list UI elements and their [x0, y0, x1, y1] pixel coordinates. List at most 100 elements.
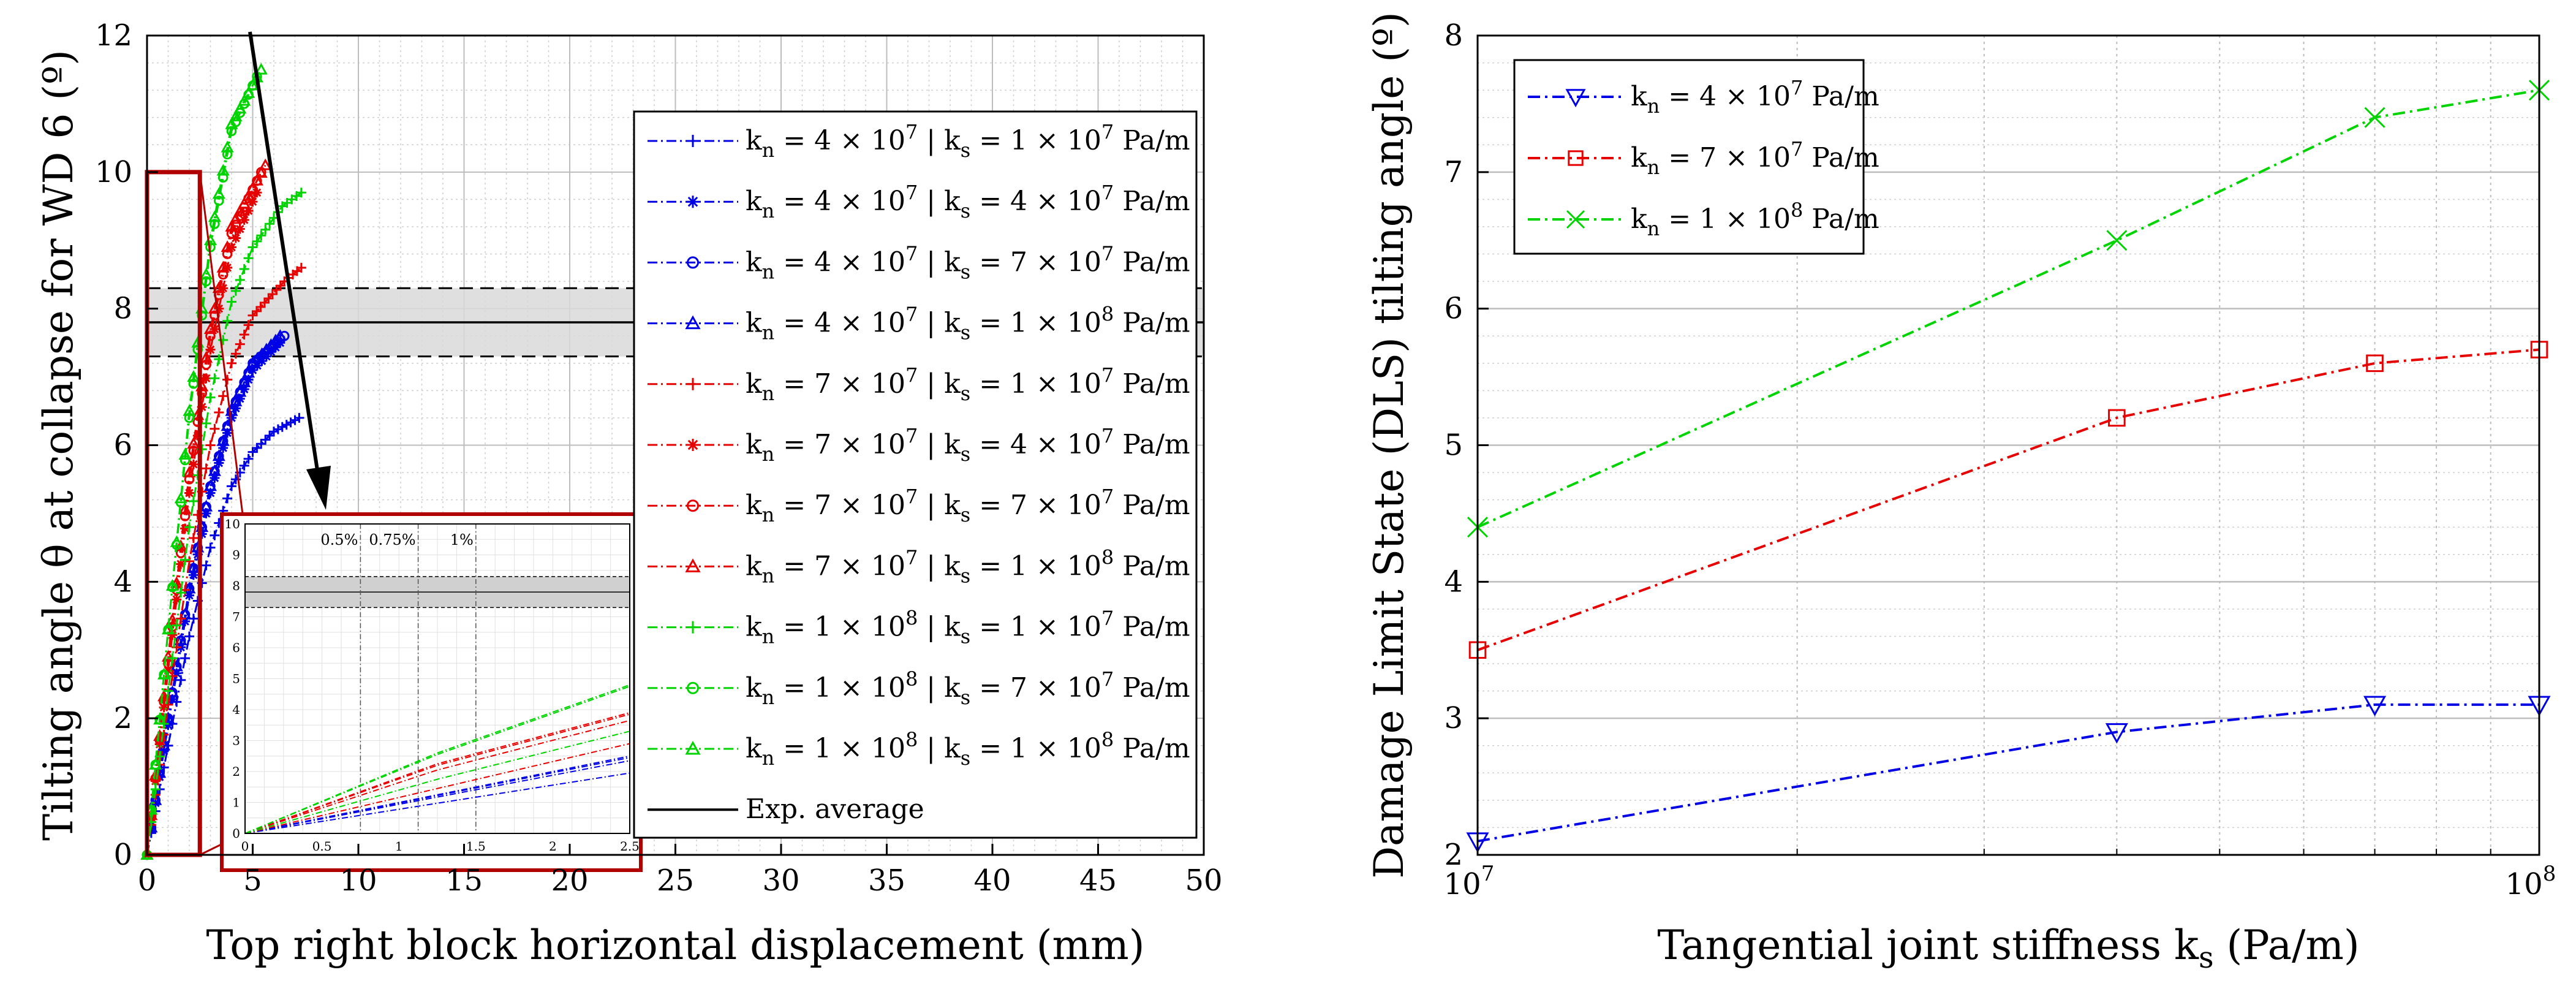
data-point	[247, 197, 258, 207]
legend-subscript: s	[961, 138, 970, 162]
data-point	[273, 329, 287, 341]
inset-connector	[198, 172, 245, 525]
inset-y-tick-label: 7	[232, 610, 240, 624]
legend-superscript: 8	[905, 607, 918, 630]
data-point	[222, 374, 233, 385]
series-line	[1477, 89, 2540, 529]
legend-entry: kn = 1 × 108 | ks = 1 × 107 Pa/m	[746, 607, 1190, 648]
data-point	[214, 303, 224, 314]
data-point	[180, 653, 191, 664]
data-point	[227, 242, 236, 252]
data-point	[285, 417, 296, 428]
legend-superscript: 7	[1101, 667, 1114, 691]
legend-subscript: s	[961, 746, 970, 770]
data-point	[183, 465, 196, 477]
y-tick-label: 8	[1444, 18, 1463, 53]
legend-marker	[685, 315, 701, 330]
data-point	[176, 588, 186, 598]
legend-text: = 4 × 10	[774, 308, 905, 339]
legend-superscript: 7	[905, 485, 918, 508]
legend-text: = 1 × 10	[970, 368, 1101, 400]
inset-axes-box	[244, 523, 630, 834]
inset-x-tick-label: 1	[395, 839, 403, 854]
inset-y-tick-label: 9	[232, 548, 240, 563]
data-point	[222, 262, 233, 273]
data-point	[201, 373, 211, 384]
legend-subscript: n	[762, 686, 775, 709]
data-point	[180, 616, 191, 626]
x-tick-exponent: 7	[1481, 862, 1495, 886]
series-line	[146, 335, 281, 855]
data-point	[226, 126, 237, 137]
legend-text: = 7 × 10	[774, 490, 905, 521]
legend-text: k	[746, 490, 762, 521]
inset-x-tick-label: 2	[549, 839, 557, 854]
data-point	[243, 253, 254, 264]
legend-marker	[687, 681, 699, 694]
legend-entry: kn = 1 × 108 | ks = 7 × 107 Pa/m	[746, 667, 1190, 709]
series-line	[1477, 703, 2539, 843]
legend-subscript: n	[762, 746, 775, 770]
legend-entry: kn = 4 × 107 | ks = 4 × 107 Pa/m	[746, 181, 1190, 222]
data-point	[243, 205, 254, 216]
data-point	[187, 437, 200, 449]
data-point	[212, 281, 225, 294]
x-tick-base: 10	[1444, 867, 1481, 901]
data-point	[184, 556, 194, 566]
legend-text: = 1 × 10	[774, 733, 905, 764]
legend-text: k	[1631, 81, 1647, 112]
data-point	[214, 408, 224, 418]
legend-superscript: 7	[905, 545, 918, 569]
legend-text: = 4 × 10	[970, 429, 1101, 460]
data-point	[210, 219, 220, 229]
y-tick-label: 7	[1444, 155, 1463, 189]
data-point	[2363, 696, 2387, 716]
drift-label: 0.5%	[320, 531, 358, 548]
legend-text: | k	[918, 550, 961, 582]
data-point	[159, 702, 169, 713]
data-point	[184, 631, 194, 642]
legend-entry: kn = 4 × 107 | ks = 1 × 107 Pa/m	[746, 120, 1190, 162]
legend-subscript: n	[762, 321, 775, 344]
data-point	[229, 395, 243, 407]
data-point	[214, 458, 224, 468]
data-point	[254, 166, 268, 178]
legend-superscript: 7	[905, 303, 918, 326]
legend-marker	[687, 195, 699, 208]
data-point	[296, 188, 306, 198]
legend-text: Pa/m	[1114, 672, 1190, 703]
data-point	[210, 472, 220, 483]
data-point	[225, 117, 238, 129]
legend-text: = 7 × 10	[970, 490, 1101, 521]
legend-subscript: n	[762, 260, 775, 283]
inset-y-tick-label: 1	[232, 795, 240, 810]
data-point	[203, 479, 217, 491]
data-point	[184, 590, 194, 601]
legend-entry: kn = 1 × 108 | ks = 1 × 108 Pa/m	[746, 728, 1190, 770]
data-point	[187, 561, 200, 573]
legend-text: | k	[918, 429, 961, 460]
data-point	[239, 214, 249, 225]
data-point	[281, 420, 292, 430]
data-point	[157, 667, 171, 680]
data-point	[165, 578, 179, 591]
legend-text: Pa/m	[1114, 490, 1190, 521]
legend-subscript: n	[762, 442, 775, 466]
data-point	[161, 623, 175, 635]
data-point	[222, 316, 233, 326]
data-point	[208, 464, 221, 476]
data-point	[250, 173, 263, 186]
data-point	[235, 339, 245, 349]
series-5	[142, 262, 306, 860]
data-point	[214, 195, 224, 206]
legend-superscript: 7	[1101, 607, 1114, 630]
data-point	[201, 463, 211, 474]
legend-text: Pa/m	[1114, 733, 1190, 764]
legend-text: = 7 × 10	[774, 429, 905, 460]
legend-superscript: 7	[1101, 485, 1114, 508]
legend-text: k	[746, 308, 762, 339]
data-point	[265, 219, 275, 229]
data-point	[188, 570, 198, 580]
data-point	[233, 102, 247, 114]
